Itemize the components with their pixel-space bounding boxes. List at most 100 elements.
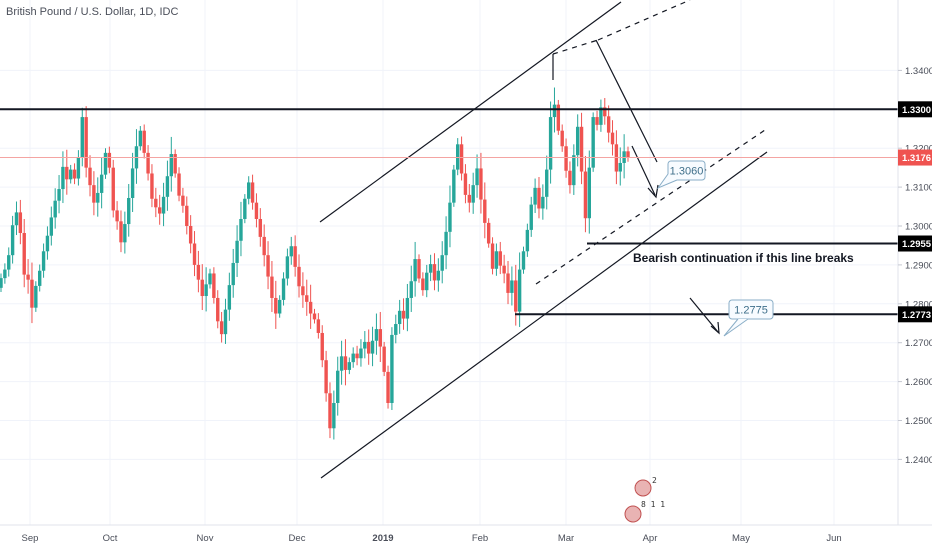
candle-body	[425, 272, 429, 291]
candle-body	[440, 255, 444, 271]
price-tick-label: 1.2400	[905, 455, 932, 466]
candle-body	[289, 246, 293, 257]
candle-body	[456, 144, 460, 170]
candle-body	[231, 262, 235, 286]
candle-body	[370, 340, 375, 354]
price-tag-label: 1.2773	[902, 310, 931, 321]
candlesticks	[0, 87, 630, 440]
candle-body	[316, 319, 321, 333]
projection-arrow-line-1[interactable]	[631, 145, 656, 196]
peak-dashed-line[interactable]	[552, 39, 599, 55]
time-tick-label: Oct	[103, 533, 118, 544]
price-tick-label: 1.3200	[905, 144, 932, 155]
price-tick-label: 1.2700	[905, 338, 932, 349]
trend-drawings[interactable]	[319, 0, 769, 479]
candle-body	[285, 256, 290, 279]
candle-body	[115, 210, 119, 222]
price-tick-label: 1.3400	[905, 66, 932, 77]
candle-body	[266, 255, 270, 277]
time-axis[interactable]: Sep Oct Nov Dec 2019 Feb Mar Apr May Jun	[0, 524, 932, 544]
price-axis[interactable]: 1.34001.32001.31001.30001.29001.28001.27…	[897, 0, 932, 550]
candle-body	[72, 169, 77, 179]
candle-body	[432, 264, 437, 281]
event-badge-1-label: 2	[652, 476, 657, 485]
candle-body	[444, 231, 448, 256]
candle-body	[3, 269, 7, 279]
candle-body	[390, 334, 394, 403]
candle-body	[200, 279, 204, 297]
candle-body	[188, 226, 193, 244]
event-badge-2-label: 8 1 1	[641, 500, 665, 509]
price-tick-label: 1.2600	[905, 377, 932, 388]
price-tick-label: 1.2800	[905, 299, 932, 310]
candle-body	[7, 255, 11, 270]
projection-arrowhead-1[interactable]	[647, 184, 659, 199]
candle-body	[599, 107, 603, 125]
candle-body	[262, 236, 266, 256]
candle-body	[595, 117, 599, 125]
channel-mid-dashed-line[interactable]	[535, 127, 769, 285]
candle-body	[483, 199, 487, 223]
candle-body	[169, 154, 173, 177]
candle-body	[610, 132, 615, 145]
candle-body	[583, 171, 588, 219]
candle-body	[293, 246, 297, 267]
candle-body	[177, 173, 181, 196]
candle-body	[204, 284, 208, 297]
candle-body	[378, 329, 382, 347]
candle-body	[247, 182, 251, 199]
channel-upper-line[interactable]	[319, 1, 622, 223]
candle-body	[274, 297, 278, 314]
candle-body	[103, 152, 108, 175]
candle-body	[405, 297, 410, 319]
candle-body	[157, 207, 162, 214]
time-tick-label: Dec	[289, 533, 306, 544]
candle-body	[161, 196, 166, 214]
horizontal-levels[interactable]	[0, 108, 898, 316]
candle-body	[38, 270, 42, 286]
price-tick-label: 1.3100	[905, 183, 932, 194]
candle-body	[401, 310, 406, 319]
candle-body	[18, 212, 23, 234]
candle-body	[130, 168, 135, 198]
candle-body	[339, 356, 344, 371]
candle-body	[111, 167, 115, 211]
time-tick-label: Sep	[22, 533, 39, 544]
candle-body	[165, 176, 170, 197]
candle-body	[243, 198, 247, 219]
price-tag-bg	[898, 306, 932, 323]
callout-2-box	[728, 299, 774, 320]
candle-body	[490, 243, 495, 269]
candle-body	[223, 309, 228, 335]
candle-body	[305, 295, 309, 302]
peak-dashed-line-ext[interactable]	[597, 0, 691, 41]
candle-body	[150, 173, 154, 199]
candle-body	[57, 189, 61, 201]
candle-body	[548, 117, 553, 170]
candle-body	[328, 393, 332, 429]
candle-body	[552, 104, 557, 118]
candle-body	[119, 221, 123, 243]
candle-body	[80, 117, 84, 158]
candle-body	[502, 265, 506, 274]
candle-body	[96, 192, 100, 203]
downtrend-line[interactable]	[595, 39, 658, 163]
chart-title: British Pound / U.S. Dollar, 1D, IDC	[6, 6, 179, 18]
candle-body	[227, 285, 232, 310]
candle-body	[332, 402, 336, 429]
projection-arrowhead-2[interactable]	[710, 321, 720, 335]
candle-body	[347, 362, 352, 370]
callout-1-label: 1.3060	[670, 166, 704, 178]
candle-body	[250, 182, 255, 203]
bearish-annotation: Bearish continuation if this line breaks	[633, 251, 854, 265]
candle-body	[254, 202, 259, 219]
candle-body	[14, 212, 19, 226]
time-tick-label: Feb	[472, 533, 488, 544]
candle-body	[212, 273, 216, 298]
candle-body	[366, 341, 371, 354]
candle-body	[355, 353, 359, 359]
candle-body	[421, 278, 425, 291]
candle-body	[529, 204, 533, 230]
